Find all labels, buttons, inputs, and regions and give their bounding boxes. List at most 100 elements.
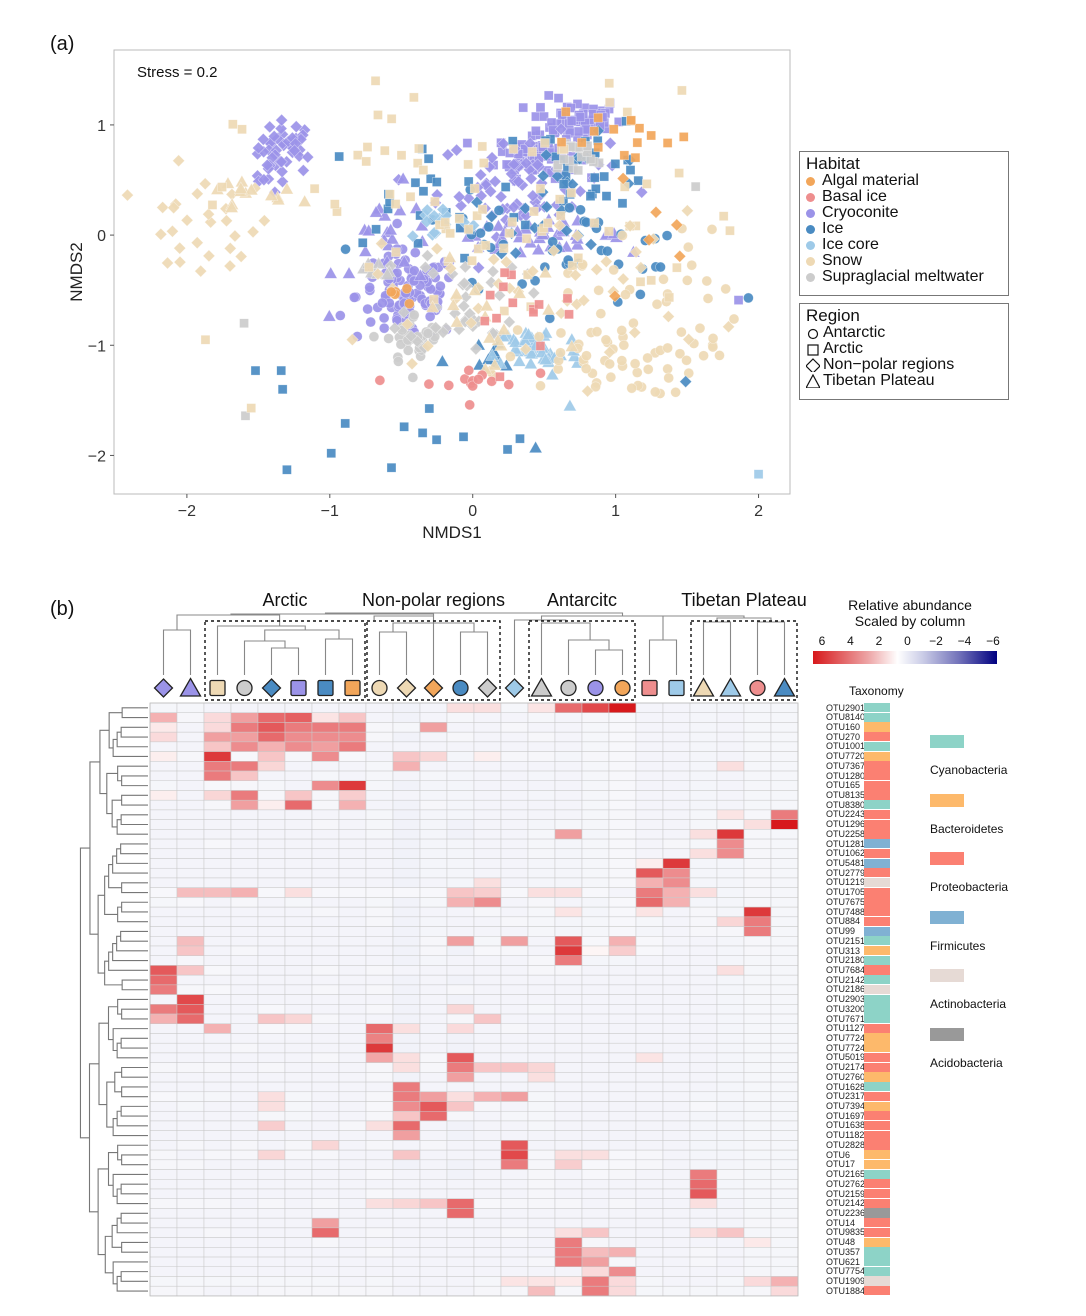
heatmap-cell (527, 702, 556, 713)
heatmap-cell (716, 722, 745, 733)
heatmap-cell (176, 829, 205, 840)
heatmap-cell (392, 936, 421, 947)
heatmap-cell (149, 1256, 178, 1268)
heatmap-cell (743, 751, 772, 762)
heatmap-cell (365, 790, 394, 801)
scatter-point (524, 172, 538, 186)
column-symbol-square (317, 679, 334, 697)
heatmap-cell (419, 741, 448, 752)
heatmap-cell (662, 1081, 691, 1093)
scatter-point (380, 267, 395, 280)
taxonomy-cell (864, 1218, 890, 1228)
scatter-point (539, 111, 549, 122)
scatter-point (593, 142, 604, 153)
heatmap-cell (743, 731, 772, 743)
heatmap-cell (203, 1062, 232, 1073)
scatter-point (589, 172, 600, 183)
heatmap-cell (554, 1062, 583, 1073)
heatmap-cell (257, 1256, 286, 1268)
taxonomy-cell (864, 1043, 890, 1053)
heatmap-cell (500, 780, 529, 791)
heatmap-cell (149, 877, 178, 888)
heatmap-cell (446, 1159, 475, 1170)
heatmap-cell (365, 770, 394, 782)
heatmap-cell (689, 1188, 718, 1199)
heatmap-cell (500, 1276, 529, 1287)
scatter-point (599, 255, 613, 268)
scatter-point (202, 207, 215, 221)
row-dendrogram-link (120, 930, 148, 942)
heatmap-cell (473, 1188, 502, 1199)
heatmap-cell (419, 829, 448, 840)
otu-row-label: OTU276072 (826, 1071, 876, 1082)
heatmap-cell (230, 1149, 259, 1161)
heatmap-cell (446, 1276, 475, 1287)
heatmap-cell (500, 1140, 529, 1151)
heatmap-cell (446, 1179, 475, 1190)
dendrogram-link (540, 622, 591, 675)
heatmap-cell (176, 1140, 205, 1151)
heatmap-cell (689, 1130, 718, 1141)
heatmap-cell (473, 916, 502, 927)
heatmap-cell (500, 1237, 529, 1248)
heatmap-cell (689, 1227, 718, 1238)
heatmap-cell (635, 848, 664, 859)
heatmap-cell (689, 780, 718, 791)
scatter-point (725, 225, 735, 236)
row-dendrogram-link (116, 731, 148, 748)
heatmap-cell (743, 702, 772, 713)
heatmap-cell (500, 955, 529, 966)
heatmap-cell (284, 780, 313, 791)
otu-row-label: OTU216573 (826, 1169, 876, 1180)
heatmap-cell (338, 1256, 367, 1268)
heatmap-cell (446, 1227, 475, 1238)
heatmap-cell (338, 751, 367, 762)
region-legend-label: Non−polar regions (823, 356, 955, 373)
scatter-point (257, 214, 271, 228)
heatmap-cell (581, 1091, 610, 1102)
habitat-legend: Habitat Algal material Basal ice Cryoconit… (799, 151, 1009, 296)
taxonomy-cell (864, 916, 890, 927)
heatmap-cell (635, 770, 664, 782)
heatmap-cell (608, 829, 637, 840)
heatmap-cell (257, 1081, 286, 1093)
otu-row-label: OTU77200 (826, 751, 871, 762)
scatter-point (502, 315, 516, 329)
scatter-point (217, 182, 227, 192)
heatmap-cell (284, 1004, 313, 1015)
heatmap-cell (473, 829, 502, 840)
heatmap-cell (203, 1140, 232, 1151)
heatmap-cell (743, 790, 772, 801)
heatmap-cell (392, 1188, 421, 1199)
row-dendrogram-link (99, 729, 110, 795)
heatmap-cell (284, 1247, 313, 1258)
heatmap-cell (527, 1256, 556, 1268)
heatmap-cell (203, 926, 232, 937)
scatter-point (631, 367, 643, 378)
scatter-point (573, 184, 587, 198)
heatmap-cell (176, 1217, 205, 1229)
scatter-point (560, 224, 574, 238)
heatmap-cell (608, 936, 637, 947)
heatmap-cell (230, 799, 259, 811)
heatmap-cell (743, 1110, 772, 1122)
heatmap-cell (635, 761, 664, 772)
heatmap-cell (311, 1004, 340, 1015)
heatmap-cell (743, 848, 772, 859)
heatmap-cell (149, 906, 178, 918)
heatmap-cell (581, 1023, 610, 1034)
heatmap-cell (311, 1198, 340, 1209)
heatmap-cell (365, 1004, 394, 1015)
scatter-point (362, 142, 373, 152)
heatmap-cell (365, 722, 394, 733)
heatmap-cell (338, 906, 367, 918)
heatmap-cell (608, 1227, 637, 1238)
heatmap-cell (689, 994, 718, 1005)
heatmap-cell (338, 1169, 367, 1180)
otu-row-label: OTU160 (826, 721, 861, 732)
row-dendrogram-link (116, 1042, 148, 1059)
taxonomy-cell (864, 712, 890, 722)
heatmap-cell (743, 712, 772, 723)
heatmap-cell (716, 1247, 745, 1258)
row-dendrogram-link (121, 1008, 148, 1020)
